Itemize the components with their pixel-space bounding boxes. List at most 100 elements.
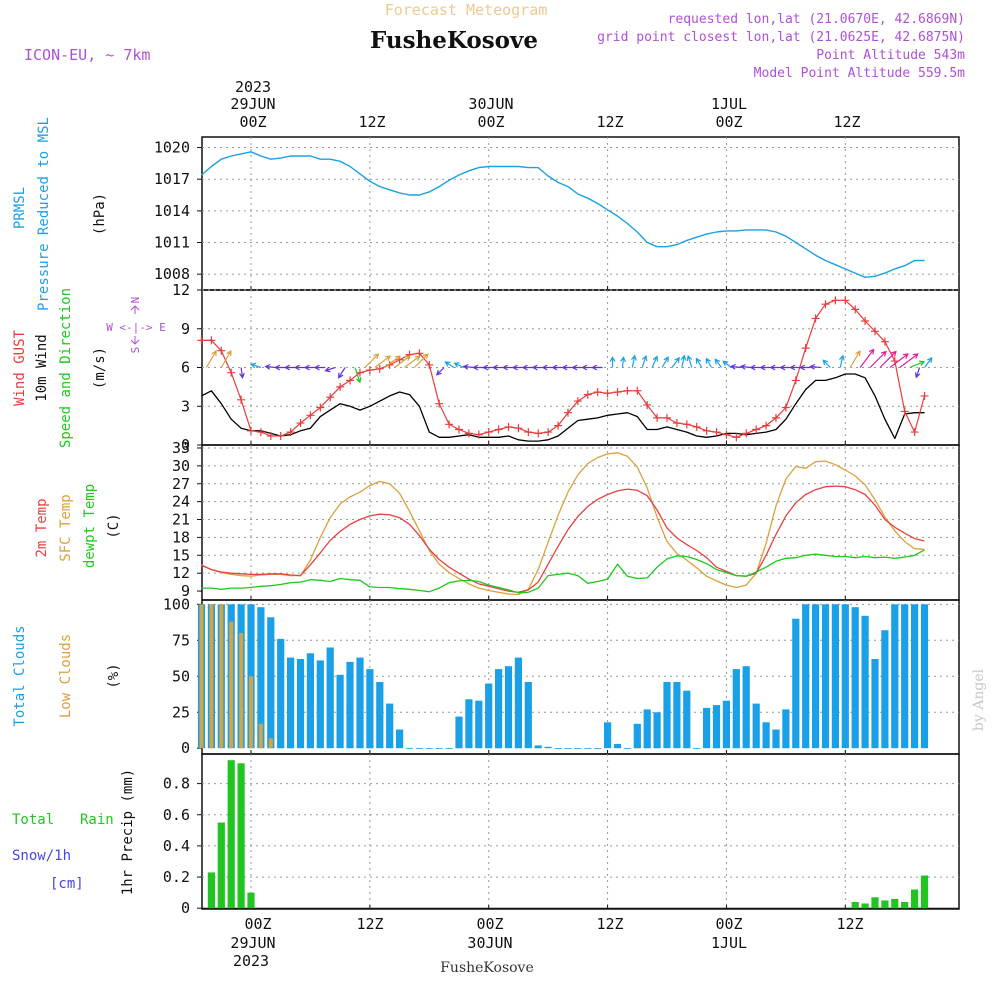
wind-direction-arrow	[274, 364, 286, 371]
total-cloud-bar	[901, 604, 909, 749]
gust-marker	[633, 386, 642, 395]
wind-direction-arrow	[541, 364, 554, 371]
y-tick-label-precip: 0.8	[163, 775, 190, 793]
total-cloud-bar	[653, 712, 661, 749]
gust-marker	[425, 360, 434, 369]
total-cloud-bar	[812, 604, 820, 749]
low-cloud-bar	[209, 604, 214, 749]
dewpt-temp-line	[201, 549, 925, 594]
pressure-line	[201, 151, 925, 278]
gust-marker	[296, 419, 305, 428]
y-tick-label-temp: 18	[172, 528, 190, 546]
low-cloud-bar	[229, 621, 234, 749]
wind-direction-arrow	[909, 360, 926, 369]
wind-direction-arrow	[680, 354, 687, 368]
bottom-axis-date: 1JUL	[711, 934, 747, 952]
gust-marker	[227, 368, 236, 377]
gust-marker	[880, 337, 889, 346]
y-tick-label-cloud: 75	[172, 631, 190, 649]
cloud-label-total: Total Clouds	[12, 625, 28, 726]
wind-direction-arrow	[250, 362, 262, 369]
total-cloud-bar	[465, 699, 473, 749]
wind-direction-arrow	[436, 367, 445, 376]
location-title: FusheKosove	[370, 27, 538, 54]
gust-marker	[346, 376, 355, 385]
rain-bar	[891, 898, 899, 909]
gust-marker	[920, 391, 929, 400]
total-cloud-bar	[356, 657, 364, 749]
low-cloud-bar	[219, 604, 224, 749]
wind-direction-arrow	[914, 367, 921, 379]
top-axis-time: 00Z	[477, 113, 504, 131]
total-cloud-bar	[257, 607, 265, 749]
gust-marker	[514, 424, 523, 433]
top-axis-time: 00Z	[715, 113, 742, 131]
wind-direction-arrow	[695, 357, 703, 368]
wind-direction-arrow	[849, 350, 861, 368]
total-cloud-bar	[821, 604, 830, 749]
model-label: ICON-EU, ~ 7km	[24, 46, 150, 64]
y-tick-label-wind: 12	[172, 281, 190, 299]
y-tick-label-pressure: 1008	[154, 265, 190, 283]
total-cloud-bar	[643, 709, 651, 749]
gust-marker	[554, 421, 563, 430]
temp-label-2m: 2m Temp	[34, 498, 50, 557]
wind-direction-arrow	[313, 364, 326, 371]
gust-marker	[762, 421, 771, 430]
wind-direction-arrow	[303, 364, 316, 371]
total-cloud-bar	[544, 746, 552, 749]
total-cloud-bar	[613, 743, 622, 749]
cloud-panel-labels: Total Clouds Low Clouds (%) by Angel	[12, 625, 987, 731]
requested-lonlat: requested lon,lat (21.0670E, 42.6869N)	[668, 12, 965, 27]
wind-direction-arrow	[759, 364, 772, 371]
total-cloud-bar	[524, 682, 532, 749]
cloud-unit: (%)	[106, 663, 122, 688]
gust-marker	[563, 408, 572, 417]
precip-label-total: Total	[12, 812, 54, 828]
total-cloud-bar	[514, 657, 522, 749]
bottom-axis-time: 12Z	[596, 915, 623, 933]
gust-marker	[663, 413, 672, 422]
wind-direction-arrow	[869, 350, 887, 368]
total-cloud-bar	[564, 748, 572, 749]
total-cloud-bar	[534, 745, 542, 749]
total-cloud-bar	[495, 669, 503, 749]
bottom-axis-time: 12Z	[836, 915, 863, 933]
gust-marker	[643, 400, 652, 409]
wind-direction-arrow	[899, 353, 919, 368]
total-cloud-bar	[296, 659, 305, 749]
gust-marker	[791, 376, 800, 385]
total-cloud-bar	[831, 604, 839, 749]
gust-marker	[573, 397, 582, 406]
low-cloud-bar	[199, 604, 204, 749]
top-axis-time: 12Z	[833, 113, 860, 131]
total-cloud-bar	[247, 604, 255, 749]
wind-direction-arrow	[394, 355, 411, 368]
total-cloud-bar	[376, 682, 384, 749]
wind-direction-arrow	[404, 355, 421, 368]
top-axis-date: 30JUN	[468, 95, 513, 113]
gust-marker	[831, 296, 840, 305]
precip-label-rain: Rain	[80, 812, 114, 828]
rain-bar	[911, 889, 919, 909]
wind-direction-arrow	[444, 361, 455, 369]
wind-direction-arrow	[705, 357, 713, 368]
total-cloud-bar	[584, 748, 592, 749]
total-cloud-bar	[277, 638, 285, 749]
total-cloud-bar	[802, 604, 810, 749]
gust-marker	[474, 430, 483, 439]
gust-marker	[455, 425, 464, 434]
panel-frame-precip	[201, 753, 960, 910]
total-cloud-bar	[346, 661, 354, 749]
wind-direction-arrow	[889, 353, 909, 368]
2m-temp-line	[201, 485, 925, 593]
total-cloud-bar	[663, 682, 671, 749]
wind-direction-arrow	[779, 364, 791, 371]
wind-label-direction: Speed and Direction	[58, 288, 74, 448]
rain-bar	[901, 902, 909, 909]
low-cloud-bar	[249, 676, 253, 749]
total-cloud-bar	[772, 729, 780, 749]
wind-direction-arrow	[284, 364, 296, 371]
gust-marker	[385, 360, 394, 369]
y-tick-label-temp: 15	[172, 546, 190, 564]
